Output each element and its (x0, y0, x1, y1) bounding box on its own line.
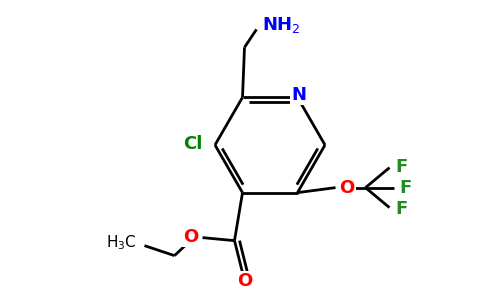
Text: H$_3$C: H$_3$C (106, 233, 136, 252)
Text: F: F (395, 200, 408, 217)
Text: O: O (237, 272, 252, 290)
Text: N: N (291, 86, 306, 104)
Text: O: O (339, 178, 355, 196)
Text: Cl: Cl (183, 135, 203, 153)
Text: F: F (399, 178, 412, 196)
Text: NH$_2$: NH$_2$ (262, 15, 301, 35)
Text: F: F (395, 158, 408, 175)
Text: O: O (183, 228, 198, 246)
